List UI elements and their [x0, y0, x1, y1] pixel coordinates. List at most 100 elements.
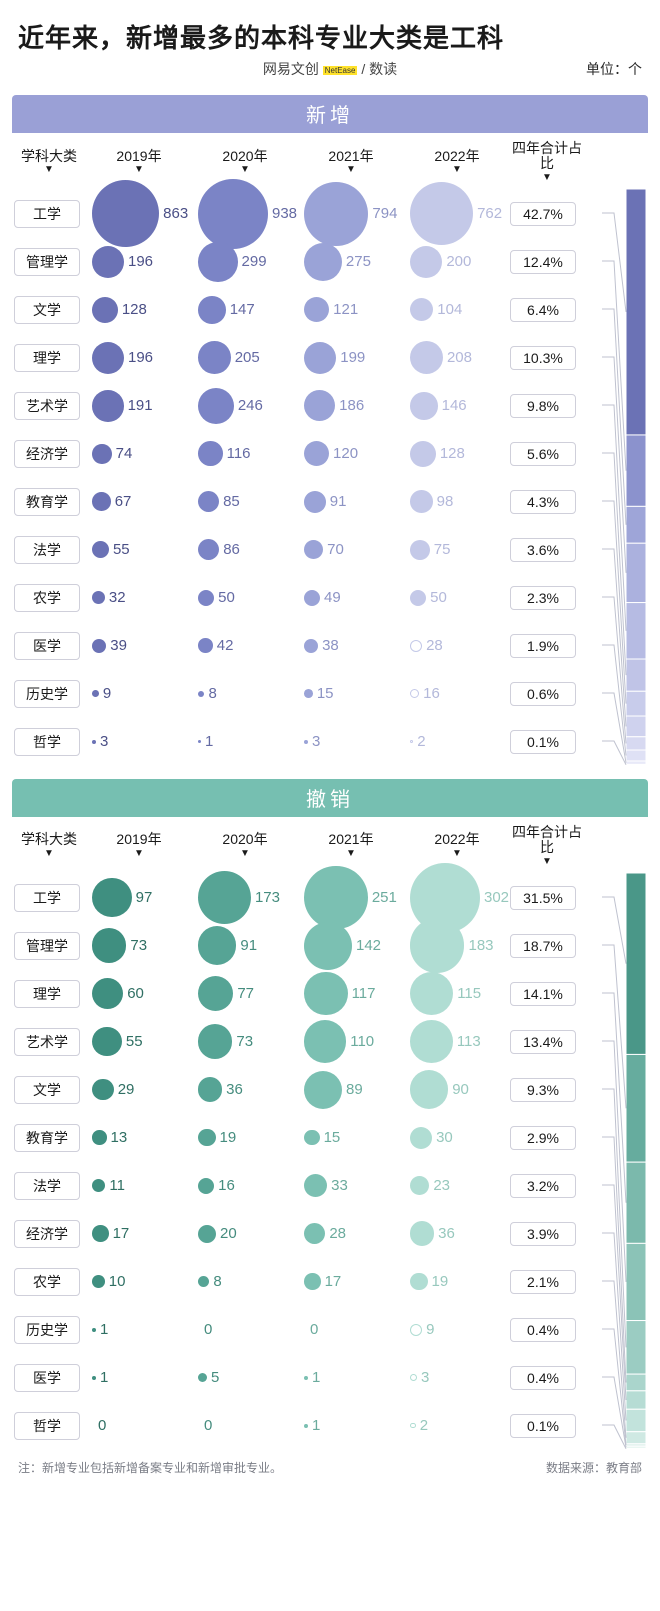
- bubble-cell: 13: [86, 1114, 192, 1162]
- bubble-value: 199: [340, 349, 365, 366]
- bubble-marker: [92, 1179, 105, 1192]
- bubble-cell: 251: [298, 874, 404, 922]
- percent-pill: 31.5%: [510, 886, 576, 910]
- bubble-cell: 90: [404, 1066, 510, 1114]
- bubble-value: 116: [227, 445, 251, 462]
- bubble-cell: 275: [298, 238, 404, 286]
- category-pill: 历史学: [14, 680, 80, 708]
- bubble-value: 110: [350, 1033, 374, 1050]
- bubble-value: 50: [430, 589, 447, 606]
- bubble-value: 302: [484, 889, 509, 906]
- bubble-cell: 2: [404, 1402, 510, 1450]
- bubble-marker: [92, 444, 112, 464]
- bubble-marker: [92, 1027, 122, 1057]
- category-pill: 理学: [14, 980, 80, 1008]
- table-row: 管理学19629927520012.4%: [12, 237, 648, 285]
- bubble-value: 70: [327, 541, 344, 558]
- bubble-marker: [304, 689, 313, 698]
- bubble-cell: 50: [192, 574, 298, 622]
- bubble-value: 128: [122, 301, 147, 318]
- bubble-cell: 98: [404, 478, 510, 526]
- bubble-marker: [410, 689, 419, 698]
- category-pill: 经济学: [14, 440, 80, 468]
- bubble-value: 77: [237, 985, 254, 1002]
- bubble-marker: [410, 1221, 434, 1245]
- bubble-value: 251: [372, 889, 397, 906]
- category-pill: 艺术学: [14, 392, 80, 420]
- category-pill: 管理学: [14, 932, 80, 960]
- bubble-cell: 2: [404, 718, 510, 766]
- bubble-cell: 208: [404, 334, 510, 382]
- bubble-cell: 39: [86, 622, 192, 670]
- bubble-cell: 3: [86, 718, 192, 766]
- bubble-cell: 29: [86, 1066, 192, 1114]
- bubble-cell: 115: [404, 970, 510, 1018]
- bubble-value: 39: [110, 637, 127, 654]
- bubble-cell: 97: [86, 874, 192, 922]
- bubble-cell: 299: [192, 238, 298, 286]
- bubble-value: 17: [113, 1225, 130, 1242]
- bubble-marker: [92, 1376, 96, 1380]
- bubble-marker: [304, 972, 348, 1016]
- percent-pill: 1.9%: [510, 634, 576, 658]
- bubble-marker: [198, 871, 251, 924]
- section-banner-add: 新增: [12, 95, 648, 133]
- bubble-marker: [410, 1423, 416, 1429]
- table-row: 理学607711711514.1%: [12, 969, 648, 1017]
- bubble-cell: 116: [192, 430, 298, 478]
- bubble-marker: [198, 491, 219, 512]
- bubble-cell: 1: [86, 1306, 192, 1354]
- bubble-cell: 196: [86, 334, 192, 382]
- bubble-marker: [198, 1129, 216, 1147]
- header-cell: 2019年▼: [86, 832, 192, 858]
- bubble-value: 196: [128, 253, 153, 270]
- bubble-value: 19: [432, 1273, 449, 1290]
- bubble-marker: [410, 590, 426, 606]
- section-banner-cancel: 撤销: [12, 779, 648, 817]
- bubble-value: 19: [220, 1129, 237, 1146]
- table-row: 艺术学1912461861469.8%: [12, 381, 648, 429]
- bubble-marker: [410, 1324, 422, 1336]
- bubble-value: 16: [423, 685, 440, 702]
- bubble-value: 9: [426, 1321, 434, 1338]
- unit-label: 单位：个: [586, 59, 642, 79]
- table-row: 管理学739114218318.7%: [12, 921, 648, 969]
- table-row: 哲学00120.1%: [12, 1401, 648, 1449]
- bubble-marker: [410, 918, 464, 972]
- bubble-cell: 5: [192, 1354, 298, 1402]
- bubble-marker: [410, 1020, 453, 1063]
- percent-pill: 0.4%: [510, 1318, 576, 1342]
- header-cell: 2022年▼: [404, 832, 510, 858]
- bubble-marker: [92, 390, 124, 422]
- infographic-root: 近年来，新增最多的本科专业大类是工科 网易文创 NetEase / 数读 单位：…: [0, 0, 660, 1488]
- bubble-value: 762: [477, 205, 502, 222]
- bubble-value: 33: [331, 1177, 348, 1194]
- bubble-cell: 128: [404, 430, 510, 478]
- bubble-value: 200: [446, 253, 471, 270]
- bubble-marker: [198, 590, 214, 606]
- bubble-cell: 33: [298, 1162, 404, 1210]
- bubble-marker: [304, 740, 308, 744]
- bubble-cell: 89: [298, 1066, 404, 1114]
- table-row: 工学86393879476242.7%: [12, 189, 648, 237]
- brand-block: 网易文创 NetEase / 数读: [263, 59, 397, 79]
- bubble-marker: [304, 866, 368, 930]
- percent-pill: 2.3%: [510, 586, 576, 610]
- bubble-marker: [304, 922, 352, 970]
- bubble-marker: [304, 243, 342, 281]
- bubble-value: 0: [98, 1417, 106, 1434]
- bubble-marker: [92, 1225, 109, 1242]
- table-row: 文学1281471211046.4%: [12, 285, 648, 333]
- header-cell: 2021年▼: [298, 149, 404, 175]
- bubble-value: 23: [433, 1177, 450, 1194]
- bubble-cell: 28: [298, 1210, 404, 1258]
- data-source: 数据来源：教育部: [546, 1459, 642, 1476]
- bubble-cell: 49: [298, 574, 404, 622]
- bubble-cell: 19: [404, 1258, 510, 1306]
- bubble-cell: 67: [86, 478, 192, 526]
- percent-pill: 2.9%: [510, 1126, 576, 1150]
- bubble-value: 121: [333, 301, 358, 318]
- percent-pill: 0.1%: [510, 730, 576, 754]
- brand-badge: NetEase: [323, 66, 358, 75]
- bubble-value: 1: [205, 733, 213, 750]
